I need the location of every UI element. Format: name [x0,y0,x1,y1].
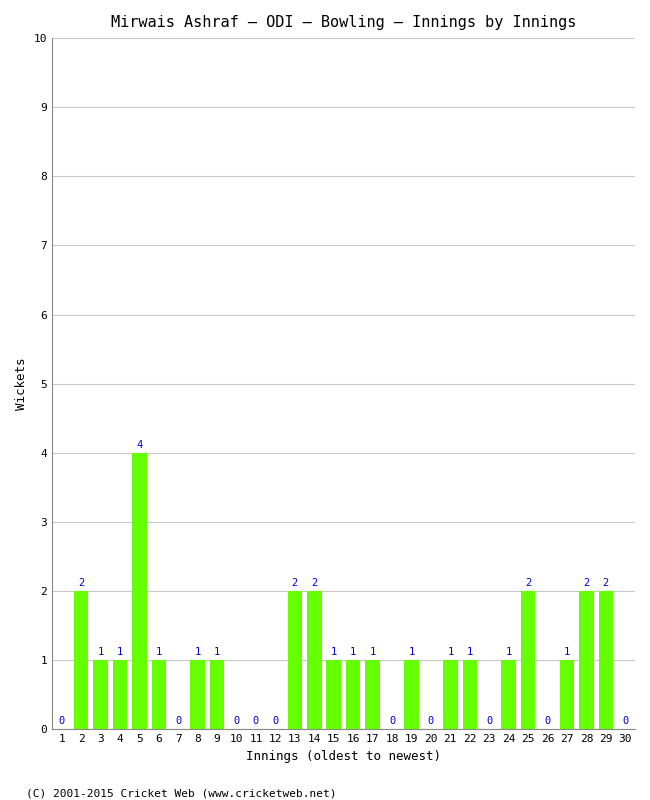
Text: 0: 0 [233,717,240,726]
Bar [151,660,166,729]
Bar [210,660,224,729]
Text: 0: 0 [58,717,65,726]
Text: 0: 0 [545,717,551,726]
Text: 2: 2 [292,578,298,588]
Text: 1: 1 [214,647,220,658]
Y-axis label: Wickets: Wickets [15,358,28,410]
Text: 0: 0 [389,717,395,726]
Bar [190,660,205,729]
Text: 1: 1 [447,647,454,658]
Bar [579,591,593,729]
Text: 0: 0 [428,717,434,726]
Text: 1: 1 [156,647,162,658]
Bar [326,660,341,729]
Bar [112,660,127,729]
Title: Mirwais Ashraf – ODI – Bowling – Innings by Innings: Mirwais Ashraf – ODI – Bowling – Innings… [111,15,576,30]
Text: 1: 1 [506,647,512,658]
Bar [501,660,516,729]
Text: 1: 1 [408,647,415,658]
Bar [463,660,477,729]
Text: 2: 2 [311,578,317,588]
Bar [307,591,322,729]
Text: 2: 2 [78,578,84,588]
Bar [74,591,88,729]
Bar [365,660,380,729]
X-axis label: Innings (oldest to newest): Innings (oldest to newest) [246,750,441,762]
Text: 1: 1 [350,647,356,658]
Text: 0: 0 [486,717,492,726]
Bar [599,591,613,729]
Text: 1: 1 [369,647,376,658]
Text: 0: 0 [253,717,259,726]
Text: 2: 2 [525,578,531,588]
Text: 0: 0 [622,717,629,726]
Bar [287,591,302,729]
Text: 1: 1 [331,647,337,658]
Text: 1: 1 [467,647,473,658]
Bar [404,660,419,729]
Text: 2: 2 [583,578,590,588]
Text: 1: 1 [194,647,201,658]
Bar [560,660,574,729]
Text: 1: 1 [98,647,103,658]
Bar [346,660,361,729]
Bar [443,660,458,729]
Text: 0: 0 [272,717,279,726]
Text: 2: 2 [603,578,609,588]
Text: 1: 1 [117,647,123,658]
Text: (C) 2001-2015 Cricket Web (www.cricketweb.net): (C) 2001-2015 Cricket Web (www.cricketwe… [26,788,337,798]
Bar [521,591,536,729]
Bar [93,660,108,729]
Text: 4: 4 [136,440,142,450]
Bar [132,453,147,729]
Text: 0: 0 [175,717,181,726]
Text: 1: 1 [564,647,570,658]
